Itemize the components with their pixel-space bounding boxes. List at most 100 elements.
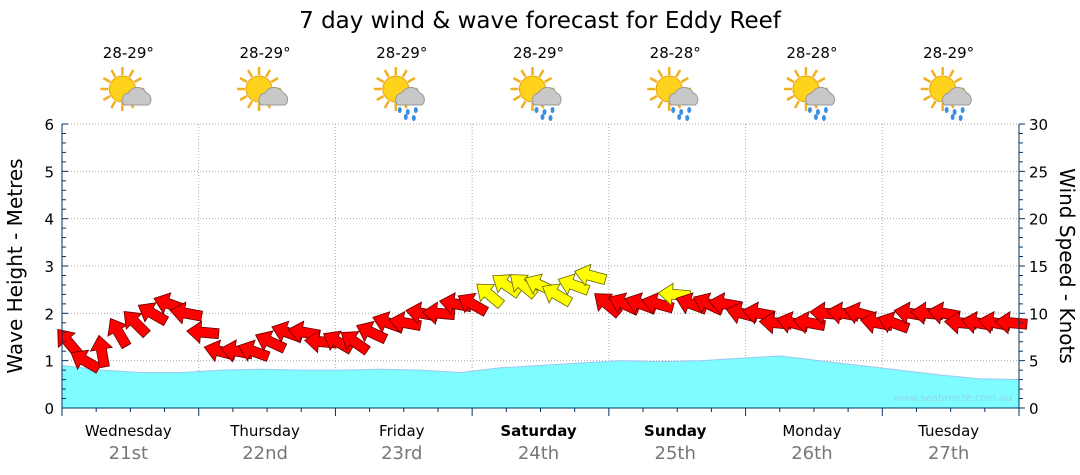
wind-arrow (541, 283, 574, 308)
sun-ray (102, 94, 111, 102)
sun-ray (786, 76, 795, 84)
raindrop (679, 109, 684, 115)
day-name: Saturday (500, 422, 577, 440)
sun-ray (657, 100, 664, 109)
wind-arrow (877, 311, 911, 334)
raindrop (542, 109, 547, 115)
raindrop (397, 107, 402, 113)
raindrop (821, 115, 826, 121)
raindrop (944, 107, 949, 113)
y-tick-label: 1 (44, 353, 54, 371)
raindrop (952, 109, 957, 115)
y2-tick-label: 15 (1029, 258, 1048, 276)
sun-ray (922, 76, 932, 84)
sun-ray (520, 69, 527, 78)
day-date: 24th (518, 443, 559, 464)
day-temperature: 28-29° (240, 44, 291, 62)
sun-ray (538, 69, 545, 78)
chart-title: 7 day wind & wave forecast for Eddy Reef (299, 8, 782, 34)
y-tick-label: 3 (44, 258, 54, 276)
y-tick-label: 2 (44, 305, 54, 323)
raindrop (687, 107, 692, 113)
raindrop (823, 107, 828, 113)
sun-ray (948, 69, 955, 78)
raindrop (677, 114, 682, 120)
y2-tick-label: 20 (1029, 211, 1048, 229)
wind-arrow (388, 310, 422, 335)
sun-ray (270, 76, 279, 84)
sun-ray (649, 94, 658, 102)
y2-tick-label: 25 (1029, 163, 1048, 181)
sun-ray (128, 69, 135, 78)
wind-arrow (137, 302, 170, 327)
wind-arrow (421, 301, 456, 325)
sun-ray (376, 94, 385, 102)
wind-arrow (476, 283, 506, 310)
raindrop (403, 114, 408, 120)
raindrop (813, 114, 818, 120)
sun-ray (102, 76, 111, 84)
raindrop (411, 115, 416, 121)
wind-arrow (356, 320, 389, 345)
y-tick-label: 6 (44, 116, 54, 134)
sun-ray (649, 76, 658, 84)
sun-ray (239, 94, 248, 102)
sun-cloud-rain-icon (647, 67, 699, 121)
sun-ray (786, 94, 795, 102)
wind-arrow (492, 274, 523, 299)
sun-ray (407, 76, 416, 84)
wind-arrow (255, 330, 288, 354)
raindrop (960, 107, 965, 113)
cloud (805, 86, 836, 106)
sun-ray (520, 100, 527, 109)
sun-ray (401, 69, 408, 78)
raindrop (685, 115, 690, 121)
sun-cloud-icon (237, 67, 289, 111)
raindrop (550, 107, 555, 113)
sun-ray (512, 94, 522, 102)
y-tick-label: 4 (44, 211, 54, 229)
wind-arrow (237, 339, 271, 362)
raindrop (405, 109, 410, 115)
day-name: Tuesday (917, 422, 979, 440)
sun-ray (793, 100, 801, 109)
day-temperature: 28-29° (376, 44, 427, 62)
sun-ray (110, 100, 117, 109)
y2-tick-label: 30 (1029, 116, 1048, 134)
wind-arrow (557, 273, 591, 296)
sun-ray (110, 69, 117, 78)
sun-ray (239, 76, 248, 84)
sun-ray (930, 69, 937, 78)
sun-ray (680, 76, 689, 84)
day-name: Thursday (229, 422, 300, 440)
sun-ray (512, 76, 522, 84)
wind-arrow (70, 349, 102, 374)
sun-ray (817, 76, 826, 84)
sun-ray (383, 100, 390, 109)
y2-tick-label: 10 (1029, 305, 1048, 323)
day-date: 21st (109, 443, 148, 464)
day-name: Monday (782, 422, 841, 440)
sun-ray (922, 94, 932, 102)
wind-arrow (186, 320, 220, 344)
sun-ray (675, 69, 682, 78)
raindrop (958, 115, 963, 121)
cloud (258, 86, 289, 106)
wind-arrow (89, 334, 114, 369)
day-date: 23rd (381, 443, 422, 464)
sun-ray (383, 69, 390, 78)
sun-ray (657, 69, 664, 78)
wave-height-area (61, 355, 1020, 409)
cloud (668, 86, 699, 106)
sun-cloud-rain-icon (783, 67, 836, 121)
day-temperature: 28-28° (650, 44, 701, 62)
day-temperature: 28-28° (786, 44, 837, 62)
day-temperature: 28-29° (513, 44, 564, 62)
day-name: Wednesday (85, 422, 172, 440)
wind-arrow (123, 311, 151, 339)
day-date: 22nd (242, 443, 288, 464)
wind-arrow (573, 263, 608, 287)
day-temperature: 28-29° (103, 44, 154, 62)
day-date: 26th (791, 443, 832, 464)
